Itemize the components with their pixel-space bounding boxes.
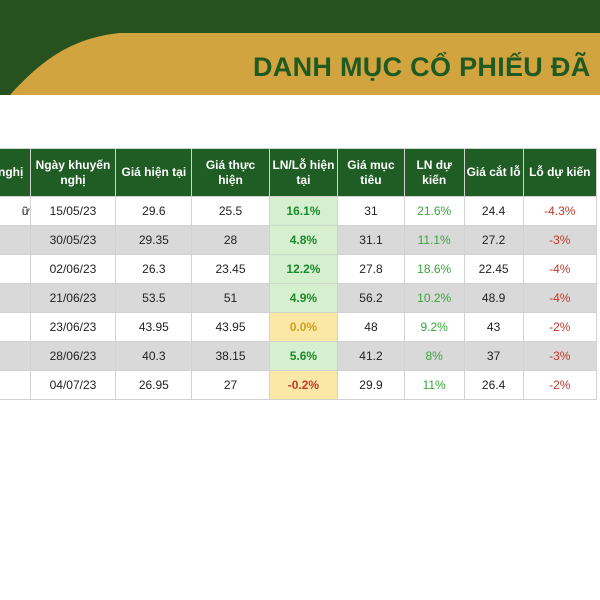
- cell-current-pl: 4.8%: [268, 225, 339, 255]
- recommendation-table: nghị Ngày khuyến nghị Giá hiện tại Giá t…: [0, 148, 598, 400]
- cell-recommendation: [0, 283, 31, 313]
- cell-current-price: 43.95: [115, 312, 193, 342]
- cell-current-pl: -0.2%: [268, 370, 339, 400]
- cell-stop-loss: 37: [463, 341, 524, 371]
- cell-date: 04/07/23: [29, 370, 117, 400]
- cell-expected-profit: 18.6%: [403, 254, 465, 284]
- cell-stop-loss: 43: [463, 312, 524, 342]
- cell-target-price: 48: [337, 312, 405, 342]
- cell-current-price: 26.95: [115, 370, 193, 400]
- cell-expected-loss: -2%: [522, 370, 598, 400]
- table-header-row: nghị Ngày khuyến nghị Giá hiện tại Giá t…: [0, 148, 598, 197]
- cell-recommendation: [0, 254, 31, 284]
- cell-date: 28/06/23: [29, 341, 117, 371]
- cell-date: 21/06/23: [29, 283, 117, 313]
- table-row: 21/06/23 53.5 51 4.9% 56.2 10.2% 48.9 -4%: [0, 283, 598, 313]
- table-row: ữ 15/05/23 29.6 25.5 16.1% 31 21.6% 24.4 -4.3%: [0, 196, 598, 226]
- cell-date: 15/05/23: [29, 196, 117, 226]
- cell-stop-loss: 24.4: [463, 196, 524, 226]
- table-row: 23/06/23 43.95 43.95 0.0% 48 9.2% 43 -2%: [0, 312, 598, 342]
- cell-expected-loss: -4%: [522, 283, 598, 313]
- cell-recommendation: [0, 225, 31, 255]
- cell-exec-price: 38.15: [191, 341, 270, 371]
- cell-target-price: 29.9: [337, 370, 405, 400]
- header-banner: [0, 0, 600, 95]
- cell-current-pl: 4.9%: [268, 283, 339, 313]
- cell-target-price: 31.1: [337, 225, 405, 255]
- cell-exec-price: 43.95: [191, 312, 270, 342]
- cell-exec-price: 51: [191, 283, 270, 313]
- col-header-expected-loss: Lỗ dự kiến: [522, 148, 598, 197]
- cell-expected-loss: -4%: [522, 254, 598, 284]
- cell-current-price: 53.5: [115, 283, 193, 313]
- cell-stop-loss: 26.4: [463, 370, 524, 400]
- col-header-target-price: Giá mục tiêu: [337, 148, 405, 197]
- cell-current-price: 29.35: [115, 225, 193, 255]
- table-row: 28/06/23 40.3 38.15 5.6% 41.2 8% 37 -3%: [0, 341, 598, 371]
- cell-current-pl: 5.6%: [268, 341, 339, 371]
- cell-stop-loss: 27.2: [463, 225, 524, 255]
- cell-exec-price: 27: [191, 370, 270, 400]
- col-header-date: Ngày khuyến nghị: [29, 148, 117, 197]
- cell-recommendation: [0, 312, 31, 342]
- cell-expected-profit: 11.1%: [403, 225, 465, 255]
- cell-expected-profit: 21.6%: [403, 196, 465, 226]
- table-row: 02/06/23 26.3 23.45 12.2% 27.8 18.6% 22.45 -4%: [0, 254, 598, 284]
- cell-date: 30/05/23: [29, 225, 117, 255]
- cell-exec-price: 23.45: [191, 254, 270, 284]
- col-header-expected-profit: LN dự kiến: [403, 148, 465, 197]
- cell-expected-profit: 9.2%: [403, 312, 465, 342]
- cell-target-price: 56.2: [337, 283, 405, 313]
- cell-expected-loss: -2%: [522, 312, 598, 342]
- cell-expected-loss: -3%: [522, 341, 598, 371]
- cell-date: 23/06/23: [29, 312, 117, 342]
- cell-current-pl: 12.2%: [268, 254, 339, 284]
- banner-background: [0, 0, 600, 95]
- cell-expected-profit: 8%: [403, 341, 465, 371]
- cell-target-price: 41.2: [337, 341, 405, 371]
- col-header-stop-loss: Giá cắt lỗ: [463, 148, 524, 197]
- cell-recommendation: [0, 341, 31, 371]
- cell-target-price: 27.8: [337, 254, 405, 284]
- col-header-recommendation: nghị: [0, 148, 31, 197]
- table-row: 30/05/23 29.35 28 4.8% 31.1 11.1% 27.2 -3%: [0, 225, 598, 255]
- cell-exec-price: 28: [191, 225, 270, 255]
- cell-current-price: 29.6: [115, 196, 193, 226]
- page-title: DANH MỤC CỔ PHIẾU ĐÃ K: [253, 52, 600, 82]
- cell-current-price: 40.3: [115, 341, 193, 371]
- cell-expected-profit: 11%: [403, 370, 465, 400]
- cell-current-price: 26.3: [115, 254, 193, 284]
- col-header-exec-price: Giá thực hiện: [191, 148, 270, 197]
- col-header-current-pl: LN/Lỗ hiện tại: [268, 148, 339, 197]
- table-row: 04/07/23 26.95 27 -0.2% 29.9 11% 26.4 -2%: [0, 370, 598, 400]
- cell-expected-loss: -3%: [522, 225, 598, 255]
- cell-exec-price: 25.5: [191, 196, 270, 226]
- cell-expected-loss: -4.3%: [522, 196, 598, 226]
- cell-recommendation: [0, 370, 31, 400]
- cell-date: 02/06/23: [29, 254, 117, 284]
- cell-current-pl: 0.0%: [268, 312, 339, 342]
- cell-expected-profit: 10.2%: [403, 283, 465, 313]
- cell-recommendation: ữ: [0, 196, 31, 226]
- col-header-current-price: Giá hiện tại: [115, 148, 193, 197]
- cell-current-pl: 16.1%: [268, 196, 339, 226]
- cell-target-price: 31: [337, 196, 405, 226]
- cell-stop-loss: 22.45: [463, 254, 524, 284]
- cell-stop-loss: 48.9: [463, 283, 524, 313]
